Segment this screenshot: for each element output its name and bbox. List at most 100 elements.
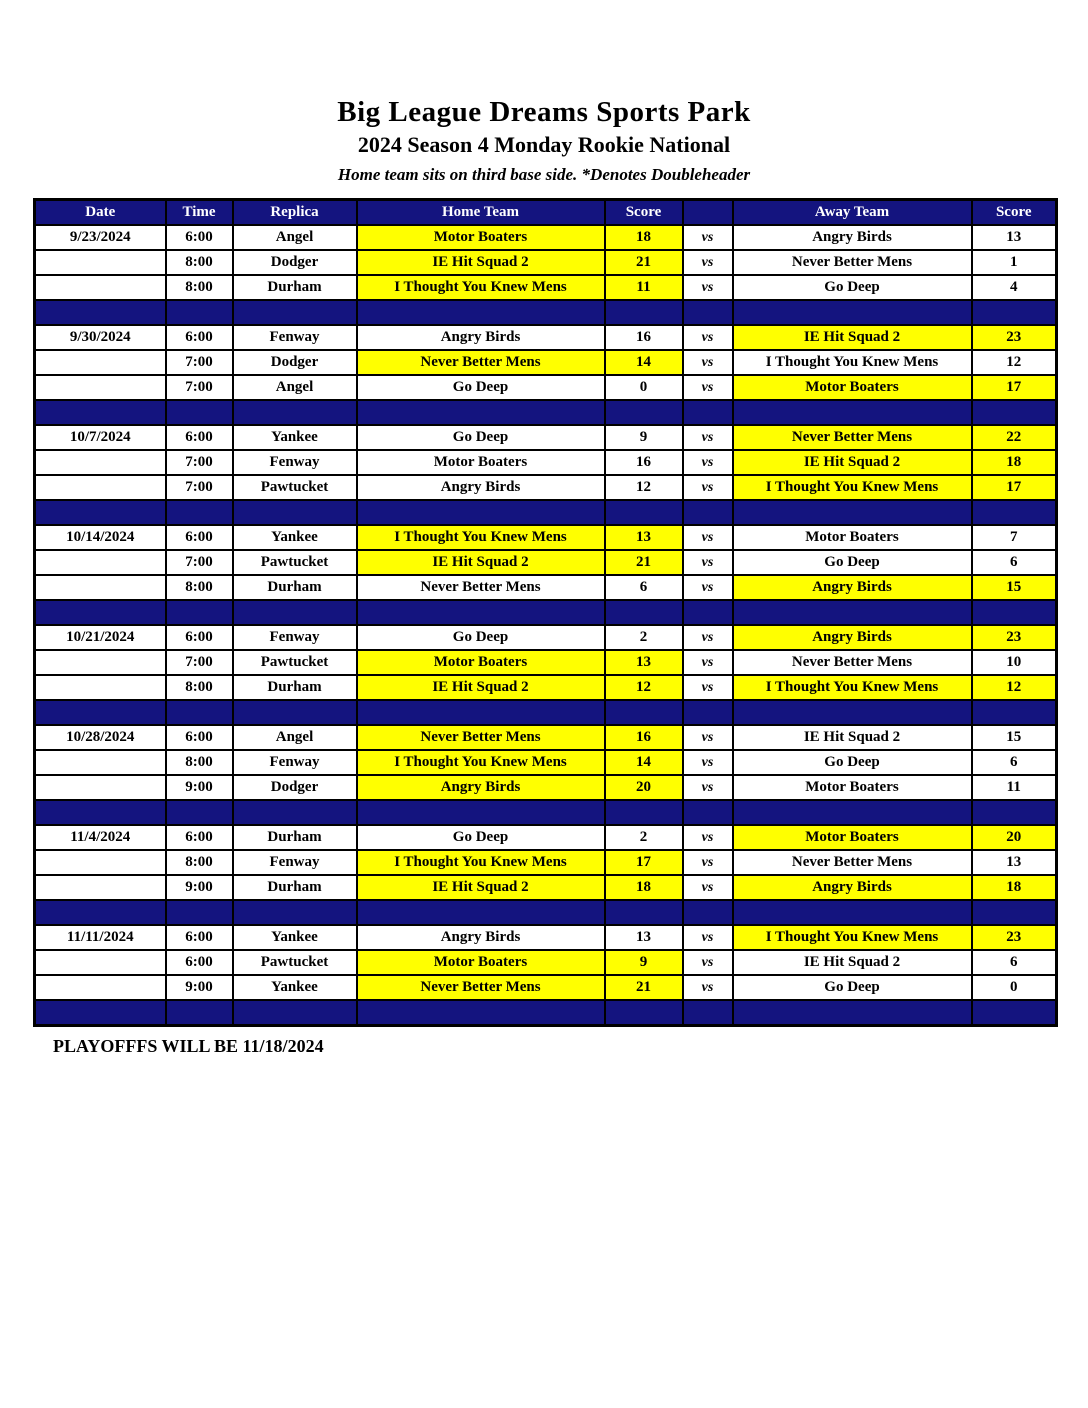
replica-cell: Durham <box>231 674 358 701</box>
away-team-cell: IE Hit Squad 2 <box>731 949 973 976</box>
date-cell <box>33 474 167 501</box>
time-cell: 8:00 <box>164 574 234 601</box>
date-cell <box>33 449 167 476</box>
replica-cell: Pawtucket <box>231 549 358 576</box>
home-score-cell: 12 <box>603 674 684 701</box>
week-separator-row <box>33 899 1058 926</box>
week-separator-row <box>33 399 1058 426</box>
game-row: 10/14/2024 6:00 Yankee I Thought You Knew M… <box>33 524 1058 551</box>
replica-cell: Yankee <box>231 924 358 951</box>
replica-cell: Angel <box>231 724 358 751</box>
replica-cell: Fenway <box>231 749 358 776</box>
game-row: 10/28/2024 6:00 Angel Never Better Mens 16 vs… <box>33 724 1058 751</box>
separator-cell <box>681 899 734 926</box>
home-score-cell: 9 <box>603 949 684 976</box>
game-row: 9/30/2024 6:00 Fenway Angry Birds 16 vs IE Hit… <box>33 324 1058 351</box>
time-cell: 7:00 <box>164 549 234 576</box>
vs-label: vs <box>681 649 734 676</box>
separator-cell <box>681 499 734 526</box>
home-score-cell: 16 <box>603 449 684 476</box>
away-team-cell: IE Hit Squad 2 <box>731 449 973 476</box>
away-score-cell: 6 <box>970 749 1058 776</box>
away-score-cell: 15 <box>970 724 1058 751</box>
separator-cell <box>231 999 358 1027</box>
separator-cell <box>33 299 167 326</box>
vs-label: vs <box>681 549 734 576</box>
time-cell: 6:00 <box>164 624 234 651</box>
separator-cell <box>681 299 734 326</box>
home-team-cell: I Thought You Knew Mens <box>355 274 606 301</box>
game-row: 7:00 Dodger Never Better Mens 14 vs I Thought… <box>33 349 1058 376</box>
replica-cell: Yankee <box>231 974 358 1001</box>
date-cell: 10/14/2024 <box>33 524 167 551</box>
separator-cell <box>164 499 234 526</box>
home-team-cell: Go Deep <box>355 424 606 451</box>
separator-cell <box>355 999 606 1027</box>
vs-label: vs <box>681 274 734 301</box>
separator-cell <box>970 399 1058 426</box>
separator-cell <box>164 999 234 1027</box>
page-subtitle: 2024 Season 4 Monday Rookie National <box>357 132 731 157</box>
replica-cell: Durham <box>231 874 358 901</box>
home-score-cell: 20 <box>603 774 684 801</box>
home-team-cell: Never Better Mens <box>355 349 606 376</box>
replica-cell: Angel <box>231 374 358 401</box>
vs-label: vs <box>681 874 734 901</box>
separator-cell <box>33 899 167 926</box>
replica-cell: Pawtucket <box>231 474 358 501</box>
game-row: 8:00 Durham I Thought You Knew Mens 11 vs Go … <box>33 274 1058 301</box>
home-team-cell: Motor Boaters <box>355 449 606 476</box>
game-row: 7:00 Fenway Motor Boaters 16 vs IE Hit Squad … <box>33 449 1058 476</box>
away-score-cell: 7 <box>970 524 1058 551</box>
time-cell: 8:00 <box>164 249 234 276</box>
replica-cell: Pawtucket <box>231 949 358 976</box>
vs-label: vs <box>681 924 734 951</box>
vs-label: vs <box>681 674 734 701</box>
home-score-cell: 2 <box>603 624 684 651</box>
home-team-cell: Go Deep <box>355 624 606 651</box>
time-cell: 7:00 <box>164 649 234 676</box>
separator-cell <box>355 699 606 726</box>
date-cell <box>33 674 167 701</box>
game-row: 7:00 Pawtucket Angry Birds 12 vs I Thought Yo… <box>33 474 1058 501</box>
header-home-score: Score <box>603 198 684 226</box>
away-score-cell: 18 <box>970 874 1058 901</box>
game-row: 7:00 Angel Go Deep 0 vs Motor Boaters 17 <box>33 374 1058 401</box>
separator-cell <box>603 299 684 326</box>
replica-cell: Pawtucket <box>231 649 358 676</box>
away-team-cell: Motor Boaters <box>731 524 973 551</box>
home-score-cell: 12 <box>603 474 684 501</box>
separator-cell <box>355 599 606 626</box>
date-cell <box>33 649 167 676</box>
schedule-table: Date Time Replica Home Team Score Away T… <box>33 198 1058 1027</box>
away-team-cell: Never Better Mens <box>731 649 973 676</box>
separator-cell <box>231 899 358 926</box>
home-score-cell: 9 <box>603 424 684 451</box>
game-row: 8:00 Durham IE Hit Squad 2 12 vs I Thought Yo… <box>33 674 1058 701</box>
away-team-cell: Go Deep <box>731 274 973 301</box>
vs-label: vs <box>681 474 734 501</box>
game-row: 7:00 Pawtucket Motor Boaters 13 vs Never Bett… <box>33 649 1058 676</box>
home-score-cell: 16 <box>603 324 684 351</box>
replica-cell: Durham <box>231 574 358 601</box>
home-score-cell: 18 <box>603 874 684 901</box>
replica-cell: Fenway <box>231 449 358 476</box>
date-cell: 11/11/2024 <box>33 924 167 951</box>
away-team-cell: Go Deep <box>731 549 973 576</box>
away-score-cell: 1 <box>970 249 1058 276</box>
separator-cell <box>33 699 167 726</box>
vs-label: vs <box>681 824 734 851</box>
away-score-cell: 23 <box>970 924 1058 951</box>
game-row: 8:00 Durham Never Better Mens 6 vs Angry Bird… <box>33 574 1058 601</box>
home-score-cell: 14 <box>603 349 684 376</box>
week-separator-row <box>33 699 1058 726</box>
separator-cell <box>970 699 1058 726</box>
week-separator-row <box>33 299 1058 326</box>
away-team-cell: Motor Boaters <box>731 774 973 801</box>
date-cell <box>33 274 167 301</box>
separator-cell <box>970 499 1058 526</box>
vs-label: vs <box>681 849 734 876</box>
time-cell: 7:00 <box>164 374 234 401</box>
date-cell <box>33 574 167 601</box>
separator-cell <box>681 799 734 826</box>
